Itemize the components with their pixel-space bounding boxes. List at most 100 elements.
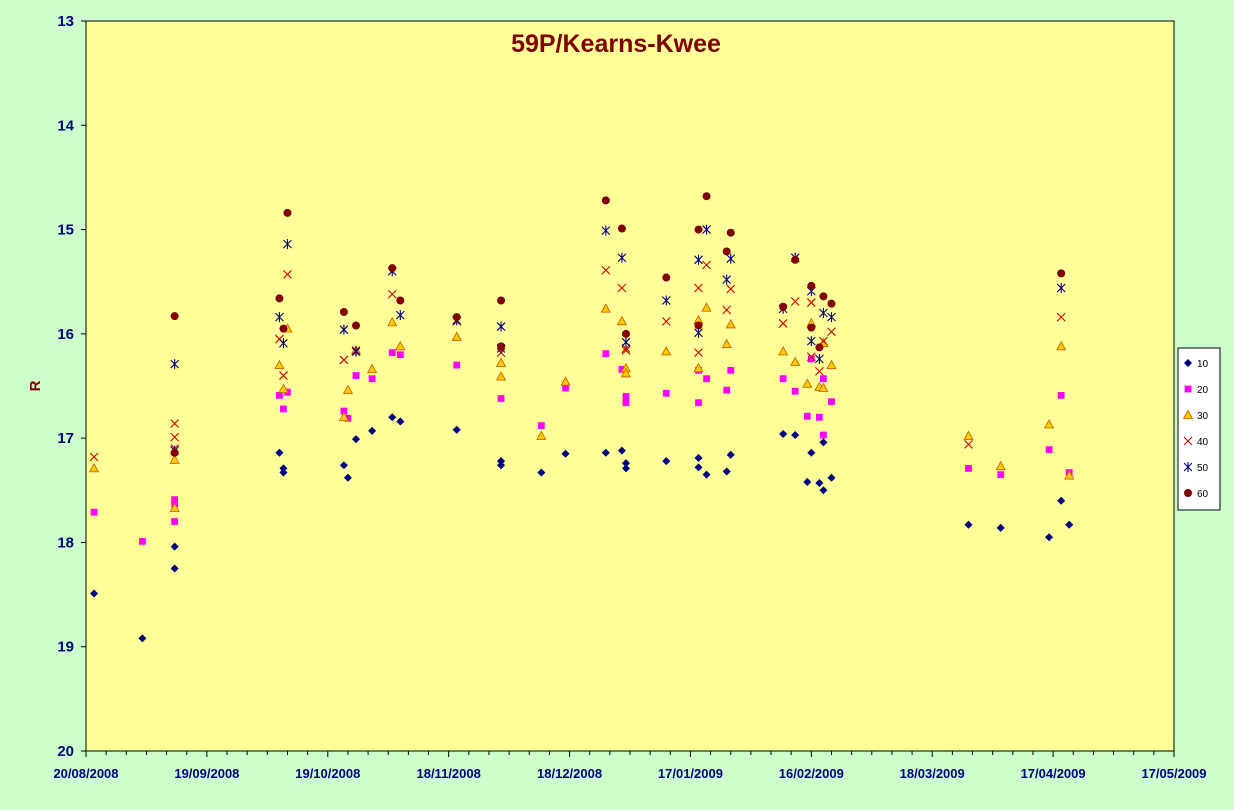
data-point <box>702 224 711 235</box>
data-point <box>1057 496 1066 505</box>
data-point <box>342 384 354 395</box>
data-point <box>387 289 397 299</box>
data-point <box>727 366 735 374</box>
legend-label: 20 <box>1197 385 1209 396</box>
legend-label: 30 <box>1197 411 1209 422</box>
data-point <box>617 283 627 293</box>
data-point <box>722 467 731 476</box>
data-point <box>396 351 404 359</box>
data-point <box>807 448 816 457</box>
data-point <box>721 338 732 349</box>
data-point <box>496 321 506 332</box>
data-point <box>826 359 837 369</box>
data-point <box>368 375 376 383</box>
data-point <box>343 473 352 482</box>
data-point <box>171 496 179 504</box>
data-point <box>388 264 397 273</box>
data-point <box>819 486 828 495</box>
legend-label: 40 <box>1197 437 1209 448</box>
data-point <box>965 464 972 472</box>
data-point <box>818 382 829 392</box>
data-point <box>819 308 828 318</box>
data-point <box>702 260 711 270</box>
data-point <box>819 292 828 301</box>
data-point <box>694 254 703 265</box>
data-point <box>1045 446 1053 454</box>
y-tick-label: 15 <box>57 222 74 239</box>
data-point <box>806 298 816 307</box>
x-tick-label: 18/03/2009 <box>900 766 965 781</box>
data-point <box>622 399 630 407</box>
data-point <box>791 430 800 440</box>
legend-marker <box>1184 489 1192 497</box>
data-point <box>452 425 461 434</box>
data-point <box>779 429 788 438</box>
data-point <box>170 432 180 442</box>
x-tick-label: 16/02/2009 <box>779 766 844 781</box>
data-point <box>497 296 506 305</box>
legend-item-40: 40 <box>1183 436 1209 448</box>
data-point <box>726 284 736 294</box>
data-point <box>703 375 710 383</box>
data-point <box>621 337 631 348</box>
data-point <box>791 387 799 395</box>
data-point <box>827 473 836 482</box>
data-point <box>815 353 824 364</box>
data-point <box>497 342 506 351</box>
data-point <box>807 355 815 363</box>
data-point <box>278 383 289 393</box>
data-point <box>1056 312 1066 322</box>
chart-title: 59P/Kearns-Kwee <box>511 30 721 58</box>
data-point <box>621 464 630 473</box>
data-point <box>723 386 731 394</box>
data-point <box>820 431 827 439</box>
data-point <box>806 336 816 347</box>
series-10 <box>90 413 1074 643</box>
data-point <box>662 389 670 397</box>
data-point <box>820 375 827 383</box>
data-point <box>602 350 610 358</box>
data-point <box>497 395 505 402</box>
data-point <box>283 208 292 217</box>
data-point <box>621 329 630 338</box>
data-point <box>90 589 99 598</box>
data-point <box>601 196 610 205</box>
legend-box <box>1177 347 1221 511</box>
data-point <box>279 371 288 380</box>
data-point <box>815 413 823 421</box>
x-tick-label: 17/01/2009 <box>658 766 723 781</box>
data-point <box>996 523 1005 532</box>
data-point <box>777 346 789 356</box>
data-point <box>366 363 378 374</box>
legend-item-10: 10 <box>1183 358 1209 370</box>
data-point <box>1056 282 1066 293</box>
data-point <box>695 399 702 407</box>
data-point <box>620 367 632 378</box>
data-point <box>701 302 712 312</box>
data-point <box>807 323 816 332</box>
data-point <box>815 367 824 376</box>
data-point <box>1057 391 1065 399</box>
data-point <box>495 371 507 381</box>
data-point <box>806 352 816 362</box>
data-point <box>283 270 292 279</box>
data-point <box>778 319 788 328</box>
data-point <box>726 228 735 237</box>
data-point <box>279 324 288 333</box>
data-point <box>694 283 703 293</box>
data-point <box>819 438 828 447</box>
data-point <box>283 239 292 250</box>
data-point <box>601 225 611 236</box>
plot-area <box>85 20 1175 752</box>
data-point <box>452 313 461 322</box>
data-point <box>828 398 835 406</box>
data-point <box>388 413 397 422</box>
y-axis-label: R <box>27 380 44 391</box>
data-point <box>560 376 571 386</box>
data-point <box>722 305 732 315</box>
y-tick-label: 20 <box>57 743 74 760</box>
data-point <box>722 274 732 285</box>
y-tick-label: 14 <box>57 117 74 134</box>
x-tick-label: 20/08/2008 <box>53 766 118 781</box>
data-point <box>1043 419 1055 429</box>
